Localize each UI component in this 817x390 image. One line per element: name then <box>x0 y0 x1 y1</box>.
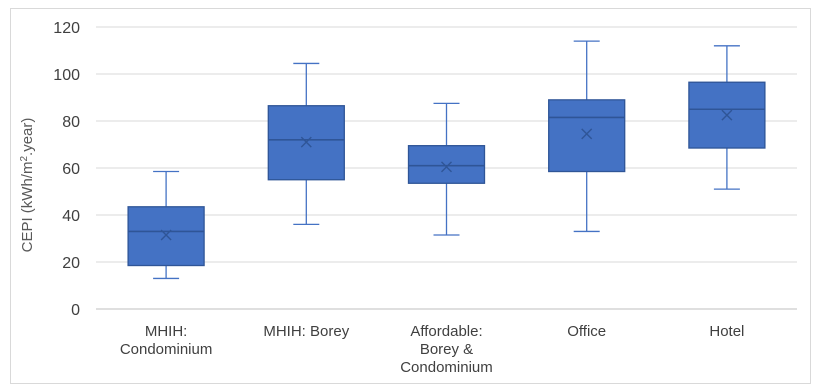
y-tick-label: 120 <box>53 20 80 37</box>
y-axis-label-superscript: 2 <box>19 156 30 162</box>
mean-marker <box>160 229 172 241</box>
box-5 <box>688 45 766 190</box>
x-category-label: Office <box>567 323 606 340</box>
y-axis-label: CEPI (kWh/m2.year) <box>19 118 36 253</box>
box-4 <box>548 40 626 233</box>
iqr-box <box>407 145 486 184</box>
x-category-label-line: Office <box>567 323 606 340</box>
x-category-label: Affordable: Borey & Condominium <box>400 323 493 376</box>
y-tick-label: 80 <box>62 114 80 131</box>
x-category-label: MHIH: Borey <box>263 323 349 340</box>
box-series <box>127 40 766 280</box>
y-tick-label: 40 <box>62 208 80 225</box>
x-category-label-line: Hotel <box>709 323 744 340</box>
mean-marker <box>441 161 452 173</box>
y-axis-label-main: CEPI (kWh/m <box>19 162 36 253</box>
x-category-label-line: Borey & <box>420 341 473 358</box>
box-1 <box>127 170 205 280</box>
x-category-label-line: Condominium <box>400 359 493 376</box>
y-tick-label: 0 <box>71 302 80 319</box>
gridlines <box>96 26 797 310</box>
box-2 <box>267 62 345 226</box>
mean-marker <box>721 109 733 121</box>
chart-border <box>10 8 811 384</box>
mean-marker <box>300 136 312 148</box>
y-axis-label-tail: .year) <box>19 118 36 156</box>
y-tick-label: 100 <box>53 67 80 84</box>
iqr-box <box>548 99 626 173</box>
x-category-label-line: MHIH: <box>145 323 188 340</box>
x-category-label: MHIH: Condominium <box>120 323 213 358</box>
iqr-box <box>127 206 205 267</box>
y-tick-label: 20 <box>62 255 80 272</box>
y-tick-label: 60 <box>62 161 80 178</box>
x-category-label-line: MHIH: Borey <box>263 323 349 340</box>
x-category-label-line: Affordable: <box>410 323 482 340</box>
x-category-label: Hotel <box>709 323 744 340</box>
y-axis-ticks: 0 20 40 60 80 100 120 <box>53 20 80 319</box>
x-category-label-line: Condominium <box>120 341 213 358</box>
mean-marker <box>581 128 593 140</box>
box-3 <box>407 102 486 236</box>
